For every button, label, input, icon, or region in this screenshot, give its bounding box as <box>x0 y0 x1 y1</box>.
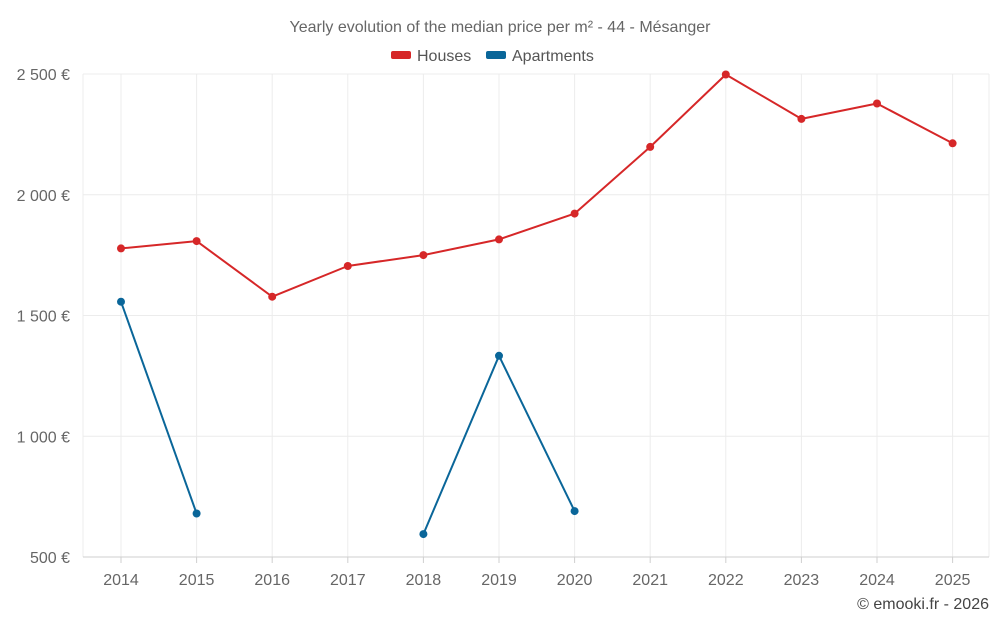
data-point-houses-2023[interactable] <box>797 114 806 123</box>
data-point-apartments-2014[interactable] <box>117 297 125 306</box>
data-point-houses-2020[interactable] <box>570 209 579 218</box>
data-point-houses-2017[interactable] <box>343 262 352 270</box>
y-tick-label: 2 500 € <box>17 67 70 84</box>
data-point-houses-2018[interactable] <box>419 251 428 260</box>
series-line-apartments <box>120 301 198 514</box>
y-tick-label: 2 000 € <box>17 188 70 205</box>
data-point-apartments-2015[interactable] <box>192 509 201 518</box>
y-tick-label: 1 000 € <box>17 429 70 446</box>
data-point-houses-2021[interactable] <box>646 142 655 151</box>
legend-swatch-apartments <box>486 51 506 59</box>
y-tick-label: 500 € <box>30 550 70 567</box>
legend-item-houses[interactable]: Houses <box>391 48 471 65</box>
x-tick-label: 2015 <box>179 572 215 589</box>
data-point-houses-2024[interactable] <box>873 99 881 108</box>
x-tick-label: 2014 <box>103 572 139 589</box>
data-point-houses-2022[interactable] <box>721 70 730 79</box>
axes <box>83 556 989 563</box>
data-point-apartments-2019[interactable] <box>495 351 503 360</box>
x-tick-label: 2022 <box>708 572 744 589</box>
legend-label-houses: Houses <box>417 48 471 65</box>
grid <box>82 73 990 557</box>
y-axis-ticks: 500 € 1 000 € 1 500 € 2 000 € 2 500 € <box>17 67 70 567</box>
x-tick-label: 2025 <box>935 572 971 589</box>
x-axis-ticks: 2014 2015 2016 2017 2018 2019 2020 2021 2022 2023… <box>103 572 970 589</box>
credit-text: © emooki.fr - 2026 <box>857 596 989 613</box>
legend-label-apartments: Apartments <box>512 48 594 65</box>
series-line-houses <box>120 73 954 298</box>
x-tick-label: 2016 <box>254 572 290 589</box>
legend-swatch-houses <box>391 51 411 59</box>
series-apartments <box>117 297 579 539</box>
x-tick-label: 2017 <box>330 572 366 589</box>
data-point-apartments-2018[interactable] <box>419 530 428 539</box>
series-houses <box>117 70 957 301</box>
legend: Houses Apartments <box>391 48 594 65</box>
y-tick-label: 1 500 € <box>17 309 70 326</box>
chart-title: Yearly evolution of the median price per… <box>290 19 712 36</box>
data-point-houses-2015[interactable] <box>192 237 201 246</box>
data-point-houses-2019[interactable] <box>495 235 503 244</box>
data-point-houses-2016[interactable] <box>268 292 277 301</box>
x-tick-label: 2020 <box>557 572 593 589</box>
x-tick-label: 2023 <box>784 572 820 589</box>
legend-item-apartments[interactable]: Apartments <box>486 48 594 65</box>
data-point-apartments-2020[interactable] <box>570 507 579 516</box>
x-tick-label: 2024 <box>859 572 895 589</box>
data-point-houses-2014[interactable] <box>117 244 125 253</box>
x-tick-label: 2021 <box>632 572 668 589</box>
series <box>117 70 957 539</box>
x-tick-label: 2018 <box>406 572 442 589</box>
x-tick-label: 2019 <box>481 572 517 589</box>
data-point-houses-2025[interactable] <box>948 139 957 148</box>
